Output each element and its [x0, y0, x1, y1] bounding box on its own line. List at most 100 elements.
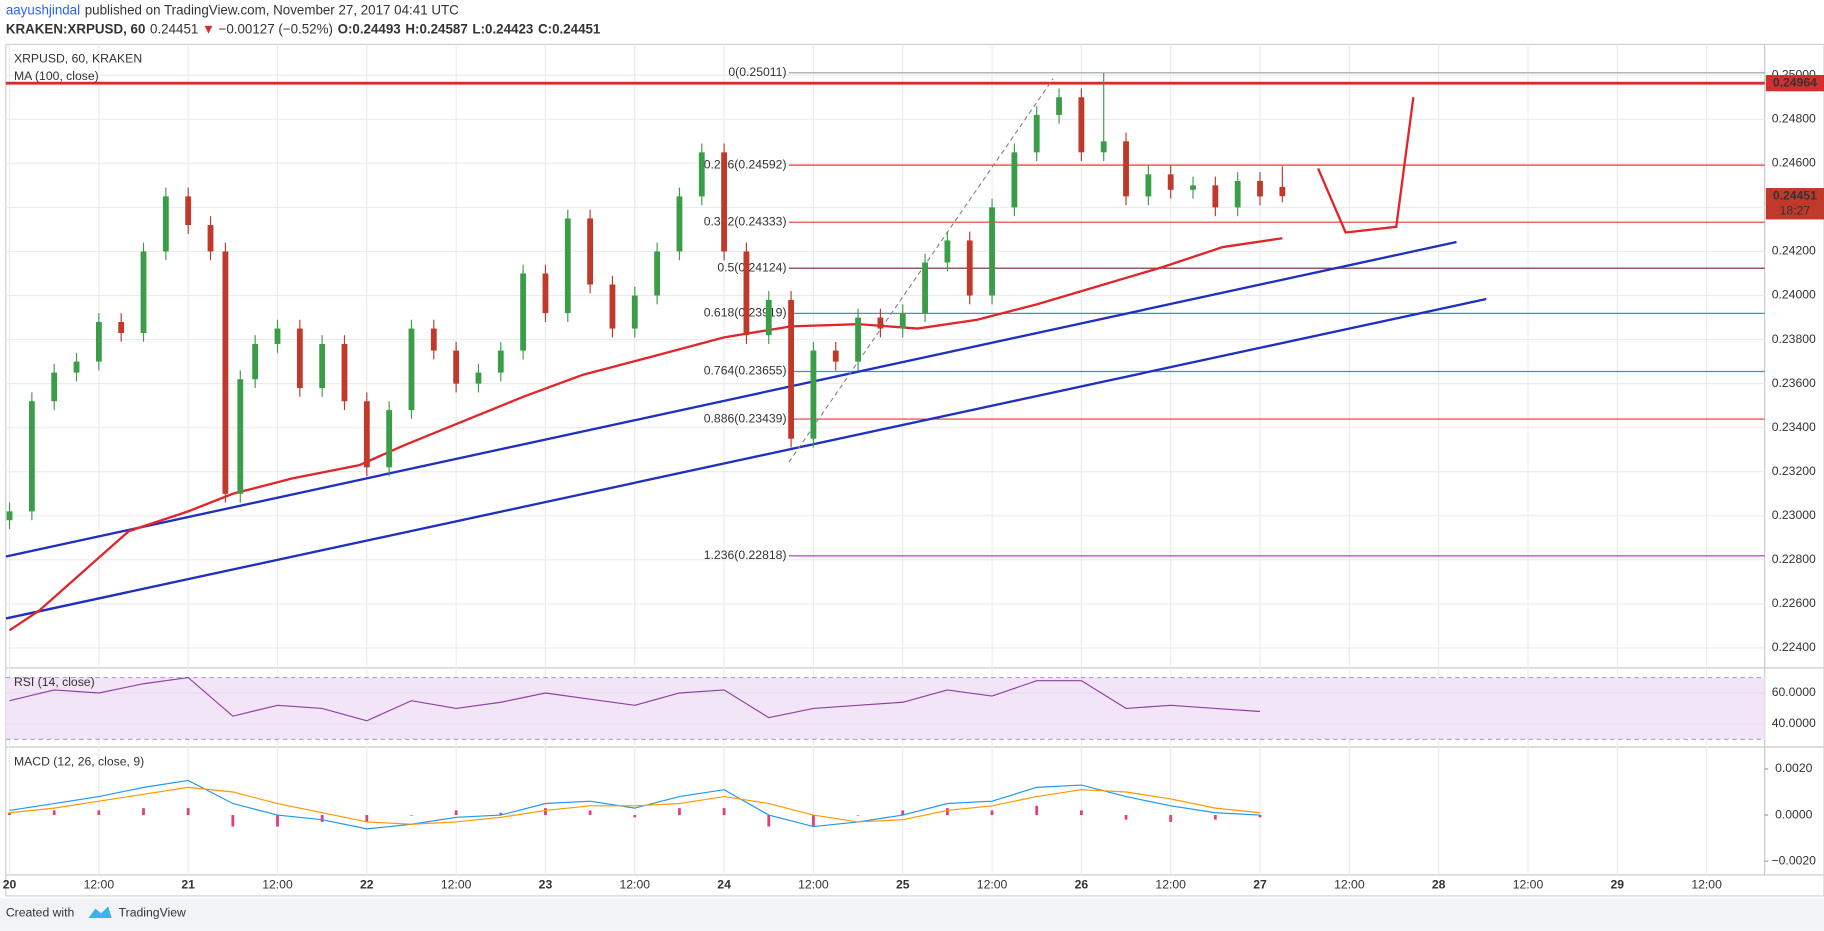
candle-body: [1167, 174, 1174, 190]
footer-created: Created with: [6, 906, 75, 920]
arrow: ▼: [202, 21, 215, 36]
quote-line: KRAKEN:XRPUSD, 60 0.24451 ▼ −0.00127 (−0.52…: [6, 21, 601, 36]
macd-histogram: [410, 815, 413, 816]
candle-body: [408, 328, 415, 411]
macd-histogram: [320, 815, 324, 822]
y-tick-label: 0.24800: [1772, 112, 1816, 126]
candle-body: [252, 343, 259, 380]
candle-body: [520, 273, 527, 351]
candle-body: [1078, 97, 1085, 153]
candle-body: [631, 295, 638, 329]
fib-label: 0(0.25011): [728, 65, 786, 79]
y-tick-label: 0.22400: [1772, 640, 1816, 654]
candle-body: [743, 251, 750, 336]
candle-body: [1279, 186, 1286, 197]
macd-histogram: [856, 815, 860, 816]
candle-body: [207, 225, 214, 252]
y-tick-label: 0.24000: [1772, 288, 1816, 302]
macd-histogram: [901, 810, 905, 816]
last: 0.24451: [150, 21, 198, 36]
candle-body: [832, 350, 839, 362]
rsi-line: [9, 676, 1261, 722]
candle-body: [1033, 114, 1040, 153]
x-tick-label: 12:00: [977, 878, 1008, 892]
candle-body: [1234, 180, 1241, 208]
macd-histogram: [678, 808, 681, 816]
macd-histogram: [8, 812, 11, 816]
candle-body: [654, 251, 661, 296]
fib-label: 1.236(0.22818): [704, 548, 787, 562]
change: −0.00127 (−0.52%): [219, 21, 333, 36]
last-price-label: 0.24451: [1773, 188, 1817, 202]
x-tick-label: 25: [896, 878, 910, 892]
macd-histogram: [946, 808, 949, 816]
x-tick-label: 12:00: [441, 878, 472, 892]
macd-histogram: [722, 808, 726, 816]
macd-histogram: [1169, 815, 1173, 822]
candle-body: [899, 313, 906, 329]
macd-histogram: [499, 812, 503, 816]
candle-body: [877, 317, 884, 329]
macd-histogram: [1035, 805, 1039, 816]
candle-body: [721, 152, 728, 252]
y-tick-label: 0.23000: [1772, 508, 1816, 522]
macd-label: MACD (12, 26, close, 9): [14, 754, 144, 768]
x-tick-label: 26: [1075, 878, 1089, 892]
legend-title: XRPUSD, 60, KRAKEN: [14, 52, 142, 66]
x-tick-label: 22: [360, 878, 374, 892]
fib-label: 0.764(0.23655): [704, 364, 787, 378]
y-tick-label: 0.23800: [1772, 332, 1816, 346]
candle-body: [922, 262, 928, 314]
symbol: KRAKEN:XRPUSD, 60: [6, 21, 146, 36]
trendline: [5, 240, 1457, 558]
candle-body: [386, 410, 393, 468]
macd-tick-label: 0.0020: [1775, 761, 1813, 775]
macd-histogram: [454, 810, 458, 816]
x-tick-label: 12:00: [798, 878, 829, 892]
candle-body: [676, 196, 683, 252]
candle-body: [140, 251, 147, 333]
macd-histogram: [544, 808, 547, 816]
candle-body: [185, 196, 192, 226]
candle-body: [609, 284, 616, 329]
footer-brand[interactable]: TradingView: [119, 906, 186, 920]
x-tick-label: 12:00: [1691, 878, 1722, 892]
candle-body: [1100, 141, 1107, 153]
candle-body: [475, 372, 482, 384]
candle-body: [1011, 152, 1018, 208]
published: published on TradingView.com, November 2…: [85, 2, 459, 17]
frame: [5, 43, 1824, 897]
candle-body: [28, 401, 35, 512]
candle-body: [966, 240, 973, 296]
x-tick-label: 24: [717, 878, 731, 892]
macd-histogram: [1079, 810, 1083, 816]
candle-body: [274, 328, 281, 344]
candle-body: [855, 317, 861, 362]
footer-bar: [0, 898, 1824, 931]
macd-histogram: [186, 808, 190, 816]
author[interactable]: aayushjindal: [6, 2, 80, 17]
rsi-tick-label: 60.0000: [1772, 685, 1816, 699]
x-tick-label: 12:00: [1513, 878, 1544, 892]
macd-histogram: [1124, 815, 1128, 820]
candle-body: [542, 273, 549, 314]
candle-body: [1190, 185, 1196, 190]
candle-body: [296, 328, 303, 389]
candle-body: [118, 321, 125, 333]
candle-body: [1056, 97, 1062, 115]
candle-body: [1123, 141, 1129, 197]
candle-body: [765, 299, 772, 336]
x-tick-label: 28: [1432, 878, 1446, 892]
ma-line: [8, 237, 1283, 632]
x-tick-label: 12:00: [84, 878, 115, 892]
candle-body: [222, 251, 229, 494]
candle-body: [162, 196, 169, 252]
candle-body: [944, 240, 951, 263]
macd-histogram: [97, 810, 101, 816]
rsi-tick-label: 40.0000: [1772, 716, 1816, 730]
macd-histogram: [990, 810, 994, 816]
signal-line: [9, 786, 1261, 825]
candle-body: [319, 343, 326, 389]
last-price-tag: [1765, 188, 1824, 220]
